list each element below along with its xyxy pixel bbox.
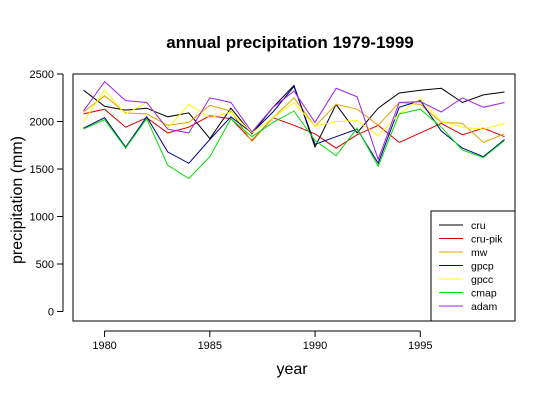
legend-label-adam: adam xyxy=(471,301,498,313)
chart-title: annual precipitation 1979-1999 xyxy=(166,33,414,52)
series-line-adam xyxy=(83,80,505,162)
legend-label-cmap: cmap xyxy=(471,288,497,300)
legend-label-cru-pik: cru-pik xyxy=(471,234,503,246)
series-line-cmap xyxy=(83,108,505,180)
legend-label-cru: cru xyxy=(471,220,486,232)
x-tick-label-1985: 1985 xyxy=(198,340,222,352)
y-axis-label: precipitation (mm) xyxy=(9,136,26,264)
series-line-mw xyxy=(83,95,505,143)
y-tick-label-1000: 1000 xyxy=(30,212,54,224)
y-tick-label-500: 500 xyxy=(36,259,54,271)
y-tick-label-1500: 1500 xyxy=(30,164,54,176)
series-lines xyxy=(83,80,505,180)
plot-frame xyxy=(72,73,516,322)
y-tick-label-2000: 2000 xyxy=(30,117,54,129)
series-line-cru-pik xyxy=(83,108,505,149)
legend-label-mw: mw xyxy=(471,247,488,259)
x-tick-label-1995: 1995 xyxy=(408,340,432,352)
legend-label-gpcp: gpcp xyxy=(471,261,494,273)
legend-label-gpcc: gpcc xyxy=(471,274,493,286)
plot-area xyxy=(72,73,516,322)
y-tick-label-0: 0 xyxy=(48,307,54,319)
series-line-gpcc xyxy=(83,89,505,137)
x-axis-label: year xyxy=(276,361,308,378)
x-tick-label-1980: 1980 xyxy=(92,340,116,352)
y-tick-label-2500: 2500 xyxy=(30,69,54,81)
axes: 1980 1985 1990 1995 0 500 1000 1500 2000 2500 xyxy=(30,69,433,352)
x-tick-label-1990: 1990 xyxy=(303,340,327,352)
